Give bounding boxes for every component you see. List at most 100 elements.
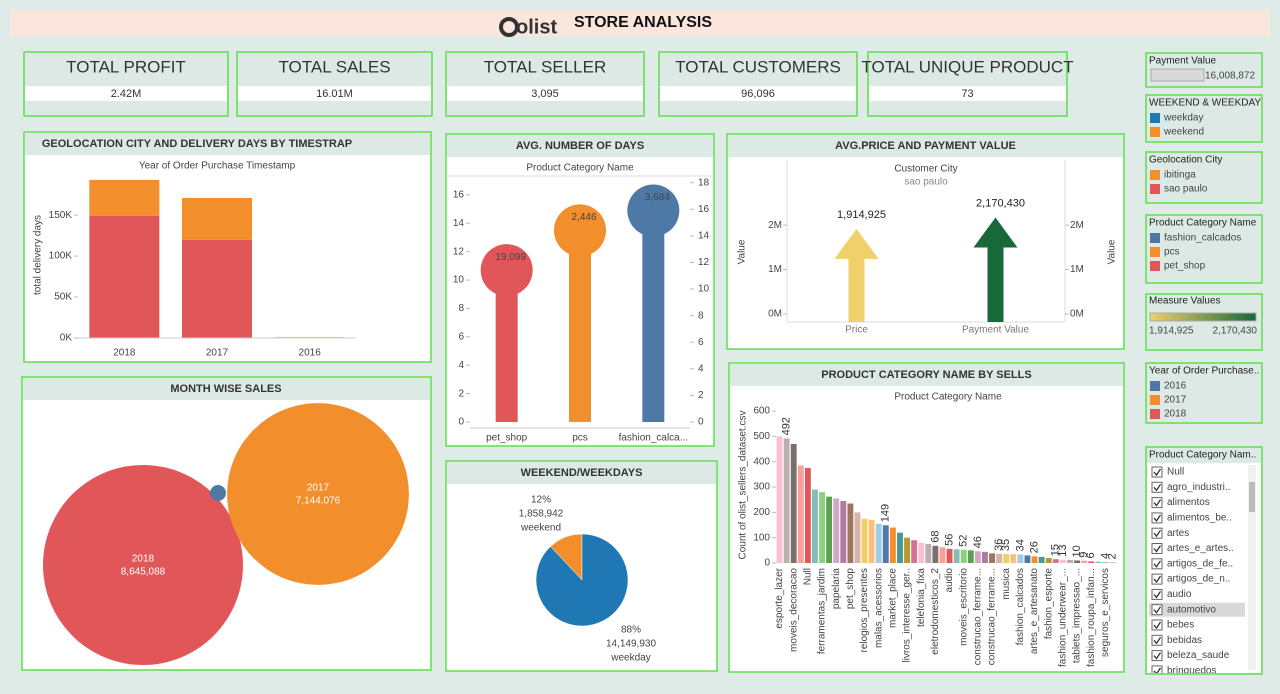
chart-header: Product Category Name <box>894 392 1002 403</box>
filter-item[interactable]: bebidas <box>1167 635 1202 646</box>
checkbox[interactable] <box>1151 481 1163 493</box>
count-label: 2,446 <box>571 212 596 223</box>
check-mark <box>1153 606 1162 614</box>
bar <box>904 537 910 563</box>
slice-percent: 12% <box>531 495 551 506</box>
bar <box>939 547 946 563</box>
value-label: 10 <box>1071 545 1083 557</box>
filter-item[interactable]: Null <box>1167 467 1184 478</box>
x-tick-label: fashion_esporte <box>1043 568 1054 640</box>
checkbox[interactable] <box>1151 604 1163 616</box>
y-axis-label: Count of olist_sellers_dataset.csv <box>738 411 749 560</box>
kpi-value-band <box>869 86 1066 101</box>
tick-label: 0 <box>698 417 704 428</box>
tick-label: 12 <box>453 246 465 257</box>
filter-item[interactable]: beleza_saude <box>1167 650 1230 661</box>
legend-item: sao paulo <box>1164 184 1208 195</box>
kpi-value: 96,096 <box>741 88 775 100</box>
tick-label: 16 <box>453 190 465 201</box>
filter-item[interactable]: alimentos <box>1167 497 1210 508</box>
panel <box>726 133 1125 350</box>
filter-item[interactable]: artigos_de_fe.. <box>1167 558 1233 569</box>
bar <box>790 443 797 563</box>
bar <box>840 500 847 563</box>
slice-amount: 1,858,942 <box>519 509 564 520</box>
bar <box>1003 554 1010 563</box>
x-tick-label: moveis_escritorio <box>958 568 969 646</box>
checkbox[interactable] <box>1151 573 1163 585</box>
check-mark <box>1153 468 1162 477</box>
lollipop-head <box>627 184 680 237</box>
count-label: 19,099 <box>495 252 526 263</box>
bar <box>875 523 882 563</box>
scrollbar-track <box>1248 465 1256 670</box>
kpi-label: TOTAL CUSTOMERS <box>675 57 841 76</box>
checkbox[interactable] <box>1151 588 1163 600</box>
panel-header <box>730 364 1123 386</box>
bar <box>783 438 790 563</box>
bar <box>1031 556 1038 563</box>
tick-label: 12 <box>698 257 710 268</box>
bar <box>1088 561 1095 563</box>
tick-label: 6 <box>698 337 704 348</box>
checkbox[interactable] <box>1151 466 1163 478</box>
x-tick-label: audio <box>944 568 955 593</box>
tick-label: 4 <box>458 360 464 371</box>
value-label: 56 <box>943 534 955 546</box>
filter-item[interactable]: brinquedos <box>1167 666 1216 677</box>
legend-item: ibitinga <box>1164 170 1196 181</box>
logo: olist <box>516 16 557 38</box>
panel-header <box>447 462 716 484</box>
filter-item[interactable]: artes <box>1167 528 1189 539</box>
filter-item[interactable]: agro_industri.. <box>1167 482 1230 493</box>
checkbox[interactable] <box>1151 543 1163 554</box>
checkbox[interactable] <box>1151 619 1163 631</box>
checkbox[interactable] <box>1151 512 1163 524</box>
x-tick-label: relogios_presentes <box>859 568 870 653</box>
tick-label: 100K <box>49 251 73 262</box>
value-label: 35 <box>1000 539 1012 551</box>
legend-box <box>1145 151 1263 204</box>
bubble-category: 2018 <box>132 554 155 565</box>
checkbox[interactable] <box>1151 558 1163 570</box>
checkbox[interactable] <box>1151 527 1163 539</box>
filter-item[interactable]: automotivo <box>1167 604 1216 615</box>
bar <box>882 525 889 563</box>
checkbox[interactable] <box>1151 650 1163 662</box>
count-label: 3,684 <box>645 192 670 203</box>
legend-box <box>1145 214 1263 284</box>
x-tick-label: fashion_calcados <box>1015 568 1026 645</box>
x-tick-label: moveis_decoracao <box>788 568 799 652</box>
filter-item[interactable]: bebes <box>1167 620 1194 631</box>
panel-header <box>728 135 1123 157</box>
legend-title: WEEKEND & WEEKDAY <box>1149 98 1261 109</box>
x-tick-label: pet_shop <box>486 433 528 444</box>
bar <box>1045 557 1052 563</box>
x-tick-label: esporte_lazer <box>774 567 785 628</box>
value-label: 9 <box>1078 552 1090 558</box>
bar <box>868 519 875 563</box>
tick-label: 16 <box>698 204 710 215</box>
tick-label: 0 <box>764 558 770 569</box>
panel-title: PRODUCT CATEGORY NAME BY SELLS <box>821 369 1031 381</box>
value-label: 1,914,925 <box>837 209 886 221</box>
checkbox[interactable] <box>1151 634 1163 646</box>
filter-item[interactable]: audio <box>1167 589 1192 600</box>
bar <box>812 489 818 563</box>
bar <box>1059 559 1066 563</box>
filter-item[interactable]: alimentos_be.. <box>1167 513 1232 524</box>
checkbox[interactable] <box>1151 665 1163 676</box>
bar <box>996 553 1003 563</box>
x-tick-label: pet_shop <box>845 568 856 610</box>
chart-header: Product Category Name <box>526 163 634 174</box>
filter-item[interactable]: artigos_de_n.. <box>1167 574 1230 585</box>
check-mark <box>1153 575 1162 584</box>
value-label: 2 <box>1106 553 1118 559</box>
legend-swatch <box>1150 170 1160 180</box>
filter-item[interactable]: artes_e_artes.. <box>1167 543 1234 554</box>
header-bar <box>10 10 1270 36</box>
bar <box>797 465 804 563</box>
scrollbar-thumb[interactable] <box>1249 482 1255 512</box>
checkbox[interactable] <box>1151 497 1163 509</box>
